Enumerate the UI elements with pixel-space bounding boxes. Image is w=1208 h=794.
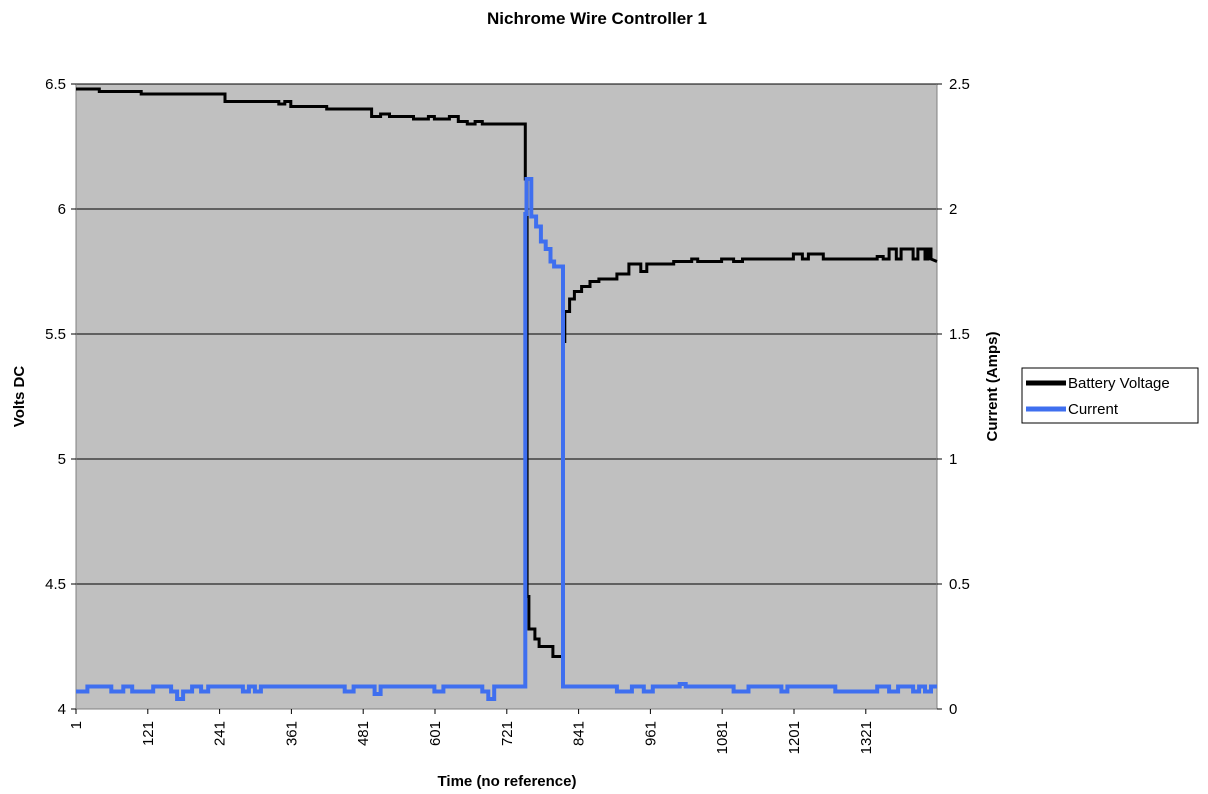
y-right-tick-label: 2.5 <box>949 76 970 93</box>
y-left-tick-label: 5.5 <box>45 326 66 343</box>
legend-label-current: Current <box>1068 401 1119 418</box>
x-tick-label: 1 <box>68 721 85 729</box>
y-right-tick-label: 2 <box>949 201 957 218</box>
x-tick-label: 1321 <box>858 721 875 754</box>
y-right-tick-label: 0.5 <box>949 576 970 593</box>
legend: Battery Voltage Current <box>1021 367 1199 424</box>
x-tick-label: 121 <box>140 721 157 746</box>
y-axis-right-label: Current (Amps) <box>984 331 1001 441</box>
x-tick-labels: 1 121 241 361 481 601 721 841 961 1081 1201 1321 <box>68 709 875 754</box>
y-left-tick-label: 6 <box>58 201 66 218</box>
x-tick-label: 241 <box>212 721 229 746</box>
y-right-tick-labels: 0 0.5 1 1.5 2 2.5 <box>937 76 970 718</box>
series-line-current <box>76 177 937 701</box>
y-right-tick-label: 1.5 <box>949 326 970 343</box>
y-left-tick-label: 4.5 <box>45 576 66 593</box>
y-left-tick-label: 6.5 <box>45 76 66 93</box>
x-tick-label: 601 <box>427 721 444 746</box>
y-left-tick-label: 5 <box>58 451 66 468</box>
x-tick-label: 1201 <box>786 721 803 754</box>
y-axis-left-label: Volts DC <box>11 366 28 428</box>
series-line-battery-voltage <box>76 87 938 658</box>
y-left-tick-label: 4 <box>58 701 66 718</box>
x-tick-label: 841 <box>571 721 588 746</box>
x-axis-label: Time (no reference) <box>438 773 577 790</box>
x-tick-label: 481 <box>355 721 372 746</box>
x-tick-label: 721 <box>499 721 516 746</box>
x-tick-label: 361 <box>283 721 300 746</box>
x-tick-label: 961 <box>642 721 659 746</box>
gridlines <box>75 83 938 710</box>
chart-title: Nichrome Wire Controller 1 <box>487 9 707 28</box>
series-layer <box>76 87 938 701</box>
plot-area <box>75 83 938 710</box>
y-right-tick-label: 0 <box>949 701 957 718</box>
y-left-tick-labels: 4 4.5 5 5.5 6 6.5 <box>45 76 76 718</box>
x-tick-label: 1081 <box>714 721 731 754</box>
legend-label-battery-voltage: Battery Voltage <box>1068 375 1170 392</box>
y-right-tick-label: 1 <box>949 451 957 468</box>
legend-box <box>1021 367 1199 424</box>
